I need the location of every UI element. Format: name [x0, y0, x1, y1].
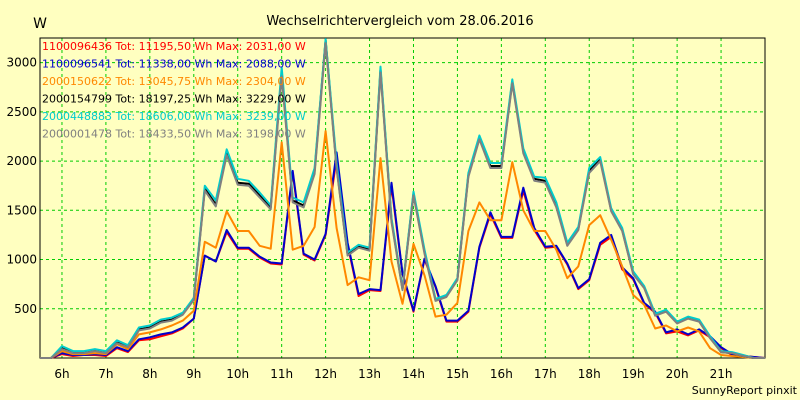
x-tick-label: 8h	[142, 367, 157, 381]
x-tick-label: 21h	[710, 367, 733, 381]
y-tick-label: 1000	[6, 253, 37, 267]
x-tick-label: 13h	[358, 367, 381, 381]
series-line-3	[40, 130, 765, 359]
legend: 1100096436 Tot: 11195,50 Wh Max: 2031,00…	[42, 40, 306, 141]
series-line-6	[40, 42, 765, 359]
y-axis-label: W	[33, 16, 47, 32]
x-tick-label: 10h	[226, 367, 249, 381]
footer-credit: SunnyReport pinxit	[692, 384, 798, 397]
legend-entry: 1100096541 Tot: 11338,00 Wh Max: 2088,00…	[42, 58, 306, 71]
x-tick-label: 20h	[666, 367, 689, 381]
x-tick-label: 17h	[534, 367, 557, 381]
x-tick-label: 14h	[402, 367, 425, 381]
y-tick-label: 1500	[6, 203, 37, 217]
legend-entry: 2000448883 Tot: 18606,00 Wh Max: 3239,00…	[42, 110, 306, 123]
series-line-2	[40, 151, 766, 359]
x-tick-labels: 6h 7h 8h 9h 10h 11h 12h 13h 14h 15h 16h 17h 18h 19h 20…	[54, 367, 732, 381]
x-tick-label: 11h	[270, 367, 293, 381]
x-tick-label: 19h	[622, 367, 645, 381]
y-tick-label: 2000	[6, 154, 37, 168]
legend-entry: 2000154799 Tot: 18197,25 Wh Max: 3229,00…	[42, 93, 306, 106]
x-tick-label: 16h	[490, 367, 513, 381]
x-tick-label: 6h	[54, 367, 69, 381]
y-tick-label: 3000	[6, 56, 37, 70]
y-tick-labels: 500 1000 1500 2000 2500 3000	[6, 56, 37, 316]
x-tick-label: 12h	[314, 367, 337, 381]
x-tick-label: 18h	[578, 367, 601, 381]
x-tick-label: 15h	[446, 367, 469, 381]
x-tick-label: 7h	[98, 367, 113, 381]
series-lines	[40, 38, 766, 359]
legend-entry: 2000150622 Tot: 13045,75 Wh Max: 2304,00…	[42, 75, 306, 88]
x-tick-label: 9h	[186, 367, 201, 381]
legend-entry: 2000001478 Tot: 18433,50 Wh Max: 3198,00…	[42, 128, 306, 141]
legend-entry: 1100096436 Tot: 11195,50 Wh Max: 2031,00…	[42, 40, 306, 53]
y-tick-label: 2500	[6, 105, 37, 119]
chart-title: Wechselrichtervergleich vom 28.06.2016	[266, 14, 533, 29]
y-tick-label: 500	[14, 302, 37, 316]
plot-frame	[39, 37, 766, 359]
